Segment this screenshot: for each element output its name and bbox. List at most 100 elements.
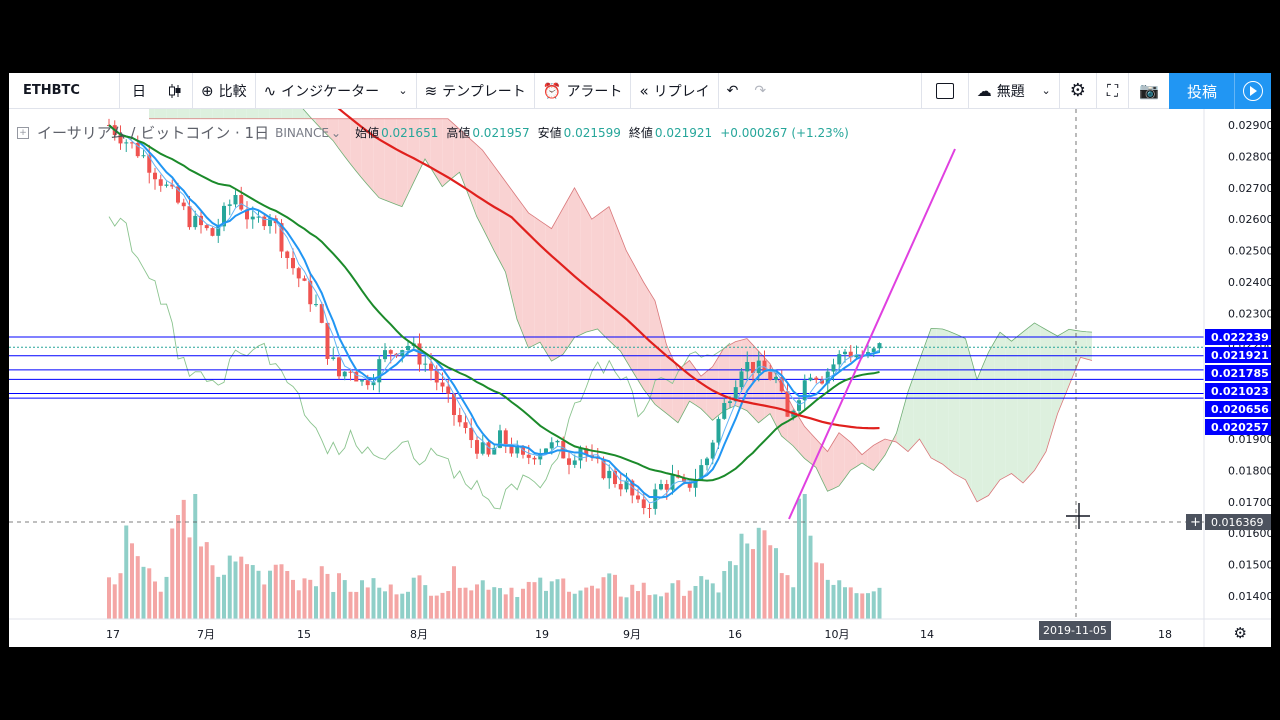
collapse-icon: + xyxy=(17,126,29,139)
candle-body xyxy=(279,223,284,252)
cloud-segment xyxy=(931,328,937,461)
cloud-segment xyxy=(361,118,368,185)
volume-bar xyxy=(733,565,738,619)
volume-bar xyxy=(498,588,502,619)
cloud-segment xyxy=(856,448,862,467)
volume-bar xyxy=(676,580,681,619)
volume-bar xyxy=(797,498,801,619)
candle-body xyxy=(319,304,324,323)
candle-body xyxy=(222,205,226,227)
time-tick-label: 15 xyxy=(297,628,311,641)
horizontal-levels xyxy=(9,336,1204,399)
volume-bar xyxy=(245,564,249,619)
cloud-segment xyxy=(982,352,989,499)
candle-body xyxy=(124,142,129,144)
drawn-trend-line xyxy=(788,148,956,520)
legend-exchange[interactable]: BINANCE xyxy=(275,125,329,140)
volume-bar xyxy=(595,588,600,619)
fullscreen-selection-button[interactable] xyxy=(922,73,968,109)
candle-body xyxy=(636,495,640,500)
candle-body xyxy=(256,216,261,218)
layout-menu[interactable]: ☁ 無題 ⌄ xyxy=(969,73,1059,109)
chart-style-button[interactable] xyxy=(158,73,192,109)
volume-bar xyxy=(716,592,721,619)
axis-settings-icon[interactable]: ⚙ xyxy=(1233,624,1247,642)
cloud-segment xyxy=(948,331,954,474)
candle-body xyxy=(601,458,606,479)
camera-icon: 📷 xyxy=(1139,81,1159,100)
snapshot-button[interactable]: 📷 xyxy=(1129,73,1169,109)
volume-bar xyxy=(814,562,819,619)
volume-bar xyxy=(866,593,870,619)
sma-slow-line xyxy=(337,109,880,430)
toolbar-divider xyxy=(192,73,193,109)
candle-body xyxy=(670,475,675,490)
symbol-search[interactable]: ETHBTC xyxy=(23,83,80,98)
cloud-segment xyxy=(936,328,943,465)
cloud-segment xyxy=(1023,327,1029,483)
time-tick-label: 14 xyxy=(920,628,934,641)
candle-body xyxy=(687,481,692,488)
candle-body xyxy=(492,447,497,455)
settings-button[interactable]: ⚙ xyxy=(1060,73,1096,109)
volume-bar xyxy=(831,584,836,619)
replay-label: リプレイ xyxy=(653,83,710,100)
compare-button[interactable]: ⊕ 比較 xyxy=(193,73,255,109)
volume-bar xyxy=(613,574,617,619)
trading-view-app: ETHBTC 日 ⊕ 比較 ∿ インジケーター ⌄ ≋ テンプレート ⏰ アラー… xyxy=(9,73,1271,647)
volume-bar xyxy=(699,576,704,619)
cloud-segment xyxy=(465,134,471,202)
cloud-segment xyxy=(154,109,161,119)
candle-body xyxy=(590,454,594,457)
redo-button[interactable]: ↷ xyxy=(746,73,774,109)
fullscreen-button[interactable]: ⛶ xyxy=(1097,73,1128,109)
undo-button[interactable]: ↶ xyxy=(719,73,747,109)
replay-button[interactable]: « リプレイ xyxy=(631,73,717,109)
crosshair-price-box xyxy=(1205,514,1271,530)
cloud-segment xyxy=(321,118,328,135)
cloud-segment xyxy=(166,109,172,119)
cloud-segment xyxy=(540,220,546,352)
open-label: 始値 xyxy=(355,126,380,140)
volume-bar xyxy=(641,582,646,619)
volume-bar xyxy=(877,587,882,619)
candle-body xyxy=(607,470,612,479)
volume-bar xyxy=(871,591,876,619)
volume-bar xyxy=(538,577,543,619)
indicators-button[interactable]: ∿ インジケーター ⌄ xyxy=(256,73,416,109)
top-toolbar: ETHBTC 日 ⊕ 比較 ∿ インジケーター ⌄ ≋ テンプレート ⏰ アラー… xyxy=(9,73,1271,109)
volume-bar xyxy=(578,590,583,619)
cloud-segment xyxy=(839,432,845,486)
alert-button[interactable]: ⏰ アラート xyxy=(535,73,631,109)
cloud-segment xyxy=(1005,336,1012,477)
candle-body xyxy=(745,361,750,372)
undo-icon: ↶ xyxy=(726,82,739,99)
toolbar-divider xyxy=(254,73,256,109)
candle-body xyxy=(613,470,617,485)
volume-bar xyxy=(130,543,134,619)
candle-body xyxy=(877,343,882,349)
toolbar-divider xyxy=(119,73,120,109)
cloud-segment xyxy=(724,344,730,411)
interval-button[interactable]: 日 xyxy=(132,83,146,100)
templates-button[interactable]: ≋ テンプレート xyxy=(417,73,534,109)
volume-bar xyxy=(308,579,313,619)
post-button[interactable]: 投稿 xyxy=(1169,73,1235,109)
candle-body xyxy=(457,415,462,423)
cloud-segment xyxy=(499,173,506,273)
candle-body xyxy=(210,228,215,236)
volume-bar xyxy=(802,494,807,619)
candle-body xyxy=(733,387,738,402)
volume-bar xyxy=(250,565,255,619)
candle-body xyxy=(825,371,830,384)
candle-body xyxy=(440,382,445,387)
volume-bar xyxy=(854,593,859,619)
candle-body xyxy=(147,155,152,173)
volume-bar xyxy=(440,592,445,619)
volume-bar xyxy=(204,542,209,619)
candle-body xyxy=(331,357,336,359)
stream-button[interactable] xyxy=(1234,73,1271,109)
cloud-segment xyxy=(396,118,402,207)
